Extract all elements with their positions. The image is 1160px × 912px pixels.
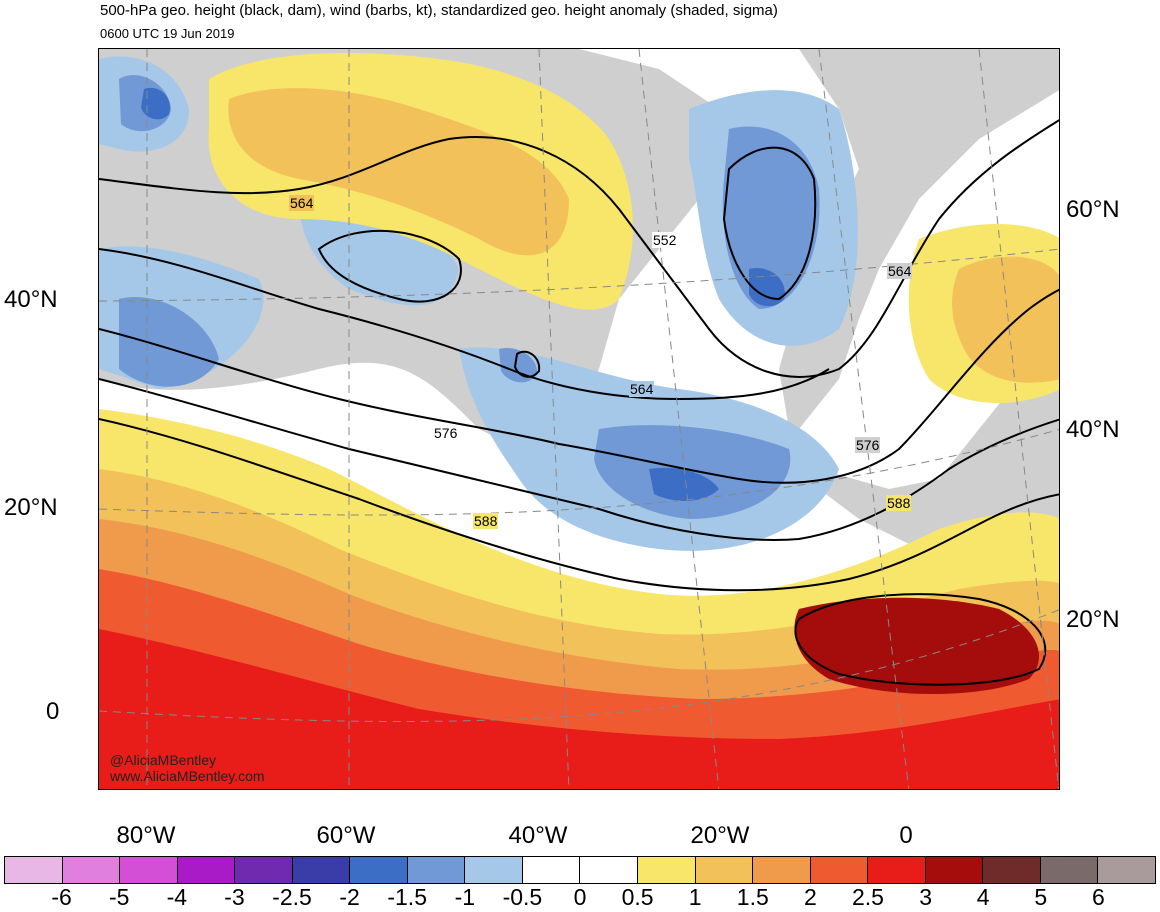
- lon-label: 60°W: [316, 822, 376, 849]
- colorbar-label: -1.5: [387, 884, 427, 910]
- colorbar: [4, 856, 1156, 884]
- contour-label: 588: [473, 513, 499, 529]
- colorbar-swatch: [407, 857, 466, 883]
- colorbar-swatch: [350, 857, 408, 883]
- chart-title: 500-hPa geo. height (black, dam), wind (…: [100, 2, 778, 19]
- contour-label: 576: [433, 425, 459, 441]
- lon-label: 0: [899, 822, 913, 849]
- lat-label-right: 40°N: [1066, 416, 1120, 443]
- map-panel: 564 552 564 564 576 576 588 588: [98, 48, 1060, 790]
- colorbar-label: -0.5: [502, 884, 543, 910]
- contour-label: 588: [886, 495, 912, 511]
- colorbar-swatch: [120, 857, 178, 883]
- colorbar-swatch: [638, 857, 696, 883]
- lat-label-left: 40°N: [4, 286, 58, 313]
- colorbar-label: -5: [108, 884, 130, 910]
- colorbar-swatch: [292, 857, 351, 883]
- contour-label: 564: [887, 263, 913, 279]
- colorbar-label: 5: [1034, 884, 1048, 910]
- colorbar-swatch: [235, 857, 293, 883]
- colorbar-label: 3: [919, 884, 932, 910]
- colorbar-label: -4: [166, 884, 188, 910]
- lon-label: 80°W: [116, 822, 176, 849]
- lat-label-left: 0: [46, 698, 60, 725]
- colorbar-swatch: [868, 857, 926, 883]
- lon-label: 40°W: [508, 822, 568, 849]
- contour-label: 552: [652, 232, 678, 248]
- contour-label: 576: [855, 437, 881, 453]
- lat-label-right: 60°N: [1066, 196, 1120, 223]
- contour-label: 564: [629, 381, 655, 397]
- author-credit: @AliciaMBentley: [110, 752, 217, 768]
- colorbar-swatch: [580, 857, 639, 883]
- colorbar-label: 2: [803, 884, 817, 910]
- colorbar-swatch: [522, 857, 581, 883]
- contour-label: 564: [289, 195, 315, 211]
- colorbar-swatch: [5, 857, 63, 883]
- colorbar-label: -3: [224, 884, 245, 910]
- lat-label-left: 20°N: [4, 494, 58, 521]
- colorbar-label: -6: [51, 884, 72, 910]
- lon-label: 20°W: [690, 822, 750, 849]
- colorbar-label: 4: [976, 884, 990, 910]
- author-website: www.AliciaMBentley.com: [110, 768, 265, 784]
- colorbar-swatch: [810, 857, 869, 883]
- colorbar-label: 0.5: [621, 884, 654, 910]
- colorbar-swatch: [177, 857, 236, 883]
- colorbar-label: -2: [339, 884, 360, 910]
- colorbar-label: 0: [573, 884, 587, 910]
- valid-time: 0600 UTC 19 Jun 2019: [100, 26, 235, 41]
- colorbar-label: 1: [688, 884, 702, 910]
- colorbar-swatch: [1098, 857, 1155, 883]
- colorbar-swatch: [983, 857, 1041, 883]
- colorbar-swatch: [695, 857, 754, 883]
- colorbar-label: -1: [454, 884, 476, 910]
- lat-label-right: 20°N: [1066, 606, 1120, 633]
- colorbar-swatch: [465, 857, 523, 883]
- colorbar-swatch: [753, 857, 811, 883]
- colorbar-swatch: [925, 857, 984, 883]
- colorbar-label: -2.5: [272, 884, 312, 910]
- colorbar-label: 2.5: [852, 884, 884, 910]
- colorbar-label: 1.5: [736, 884, 769, 910]
- colorbar-swatch: [62, 857, 121, 883]
- colorbar-swatch: [1040, 857, 1099, 883]
- map-svg: [99, 49, 1059, 789]
- colorbar-label: 6: [1091, 884, 1105, 910]
